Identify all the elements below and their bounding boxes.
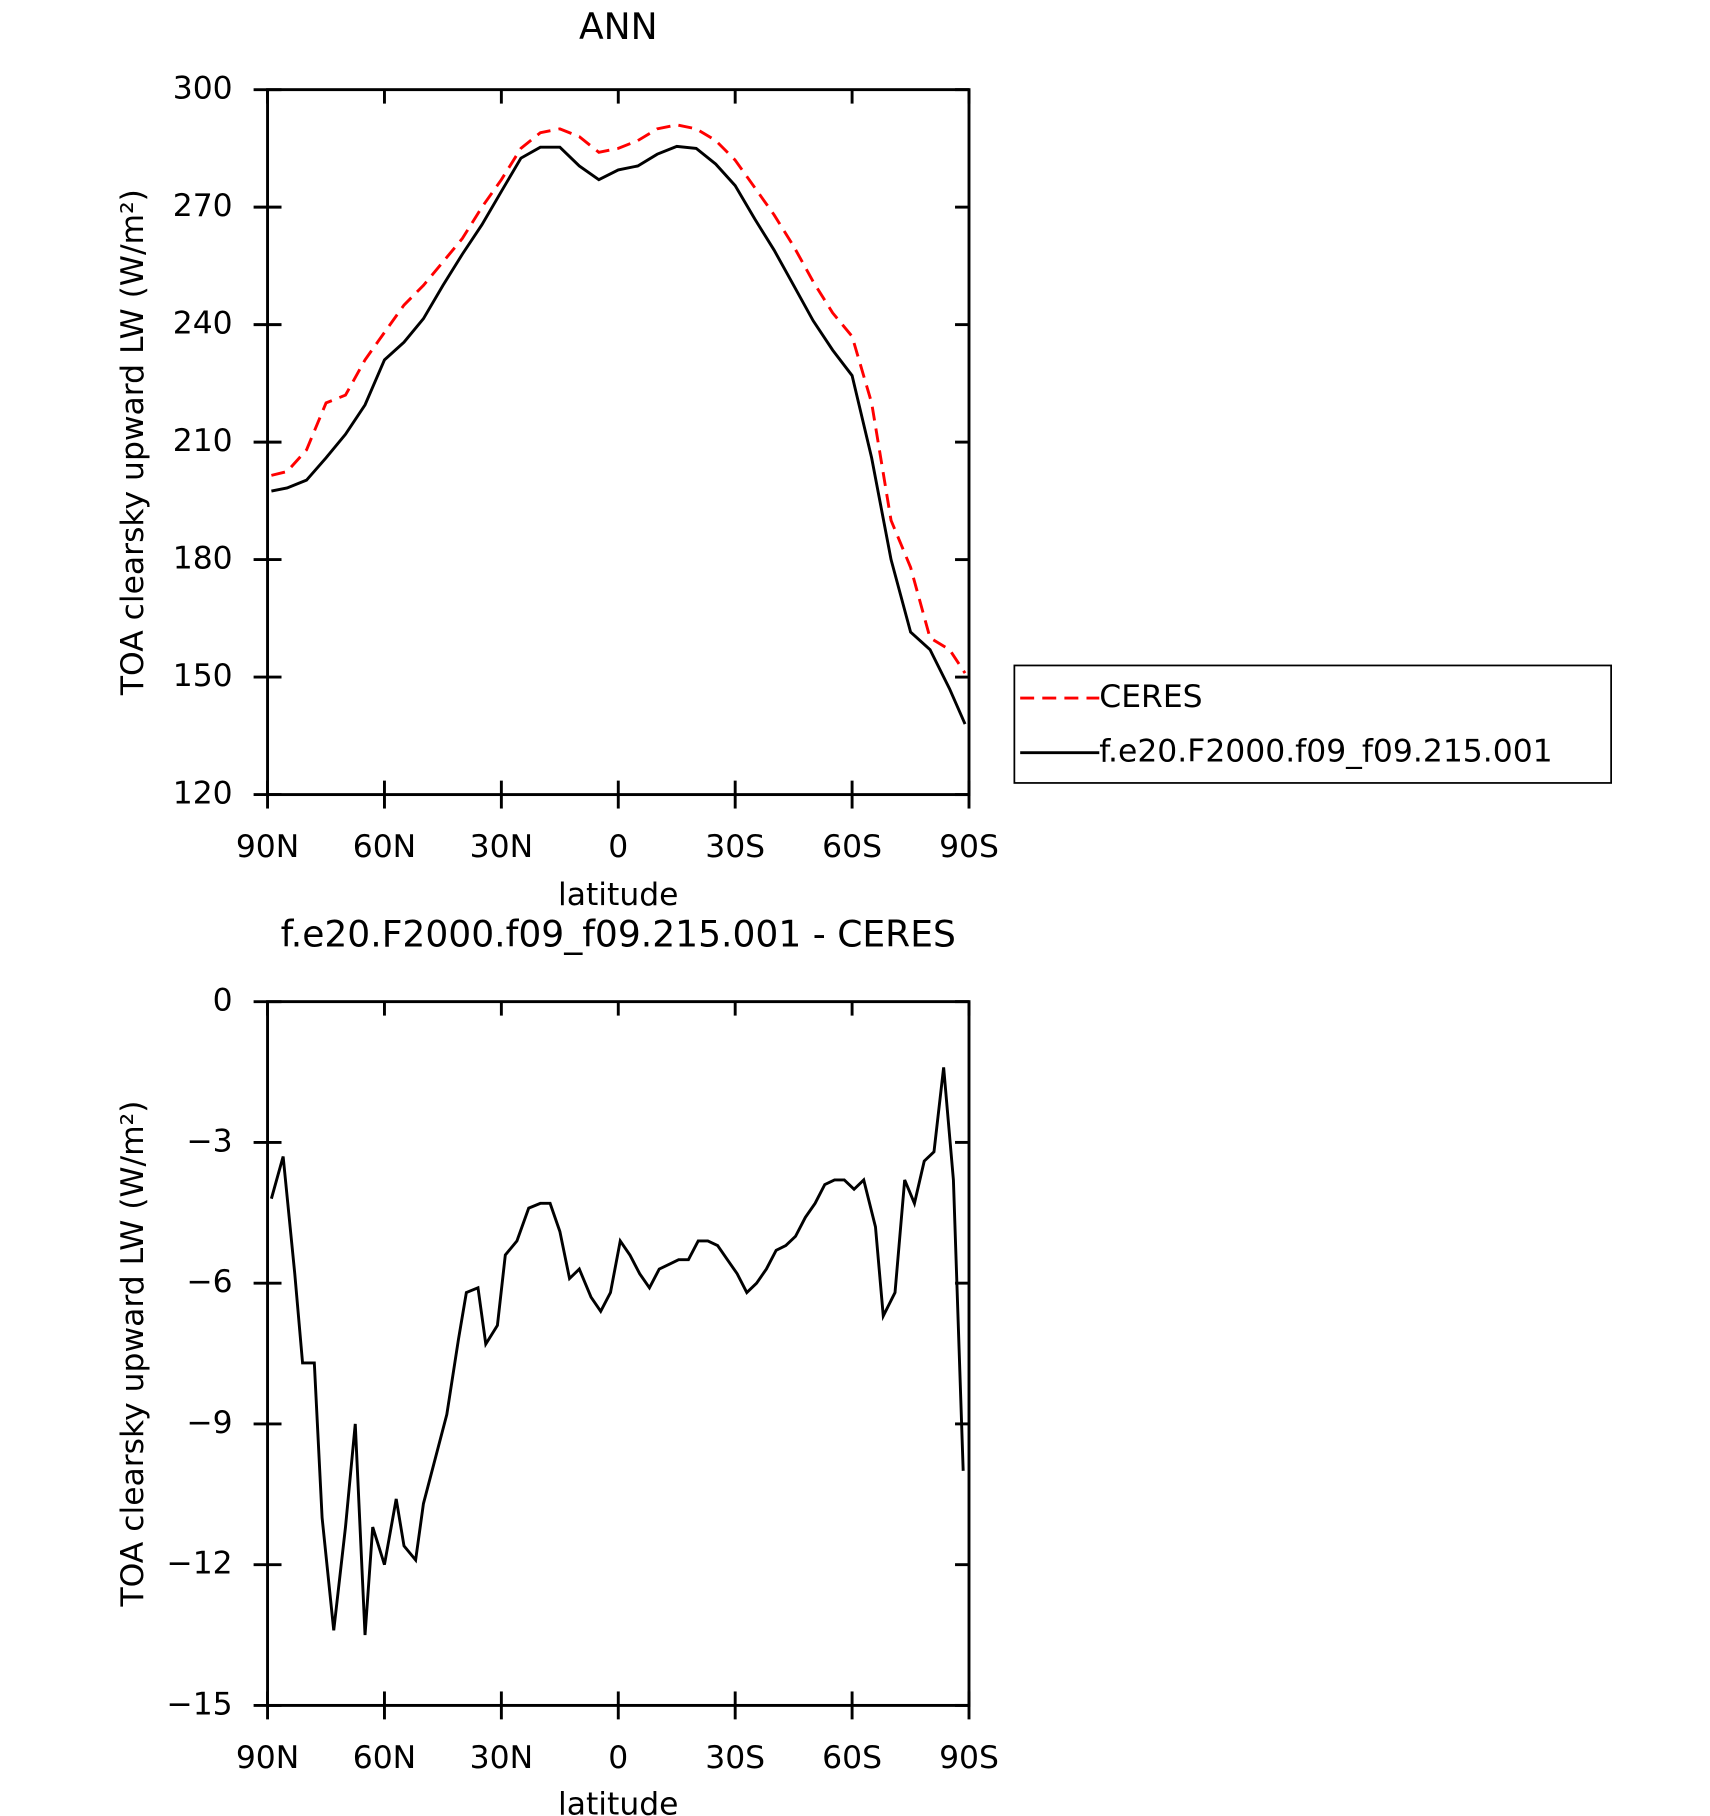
x-tick-label: 30S	[705, 1740, 765, 1776]
y-tick-label: 210	[173, 423, 233, 459]
y-tick-label: 240	[173, 306, 233, 342]
y-tick-label: −6	[186, 1264, 232, 1300]
y-tick-label: 0	[213, 983, 233, 1019]
x-tick-label: 60S	[822, 1740, 882, 1776]
legend: CERES f.e20.F2000.f09_f09.215.001	[1013, 664, 1612, 784]
plot-frame	[266, 88, 971, 797]
y-tick-label: −3	[186, 1123, 232, 1159]
plot-frame	[266, 1000, 971, 1707]
legend-label: CERES	[1099, 679, 1202, 715]
x-axis-label: latitude	[558, 877, 678, 913]
data-line	[271, 144, 967, 725]
x-tick-label: 0	[608, 829, 628, 865]
x-tick-label: 30N	[470, 829, 533, 865]
x-tick-label: 0	[608, 1740, 628, 1776]
x-tick-label: 60N	[353, 829, 416, 865]
x-tick-label: 30S	[705, 829, 765, 865]
x-tick-label: 90N	[236, 1740, 299, 1776]
y-axis-label: TOA clearsky upward LW (W/m²)	[115, 189, 151, 696]
x-axis-label: latitude	[558, 1786, 678, 1816]
y-tick-label: 270	[173, 188, 233, 224]
y-tick-label: −12	[166, 1546, 232, 1582]
legend-label: f.e20.F2000.f09_f09.215.001	[1099, 734, 1552, 770]
x-tick-label: 90S	[939, 1740, 999, 1776]
chart-title: f.e20.F2000.f09_f09.215.001 - CERES	[281, 914, 956, 956]
x-tick-label: 30N	[470, 1740, 533, 1776]
y-tick-label: 300	[173, 71, 233, 107]
legend-box	[1013, 664, 1612, 784]
data-line	[271, 123, 967, 674]
x-tick-label: 90N	[236, 829, 299, 865]
x-tick-label: 60S	[822, 829, 882, 865]
y-tick-label: 120	[173, 776, 233, 812]
chart-title: ANN	[579, 6, 658, 48]
y-tick-label: −9	[186, 1405, 232, 1441]
x-tick-label: 90S	[939, 829, 999, 865]
x-tick-label: 60N	[353, 1740, 416, 1776]
y-axis-label: TOA clearsky upward LW (W/m²)	[115, 1100, 151, 1607]
y-tick-label: 150	[173, 658, 233, 694]
y-tick-label: 180	[173, 541, 233, 577]
y-tick-label: −15	[166, 1686, 232, 1722]
data-line	[269, 1067, 965, 1636]
